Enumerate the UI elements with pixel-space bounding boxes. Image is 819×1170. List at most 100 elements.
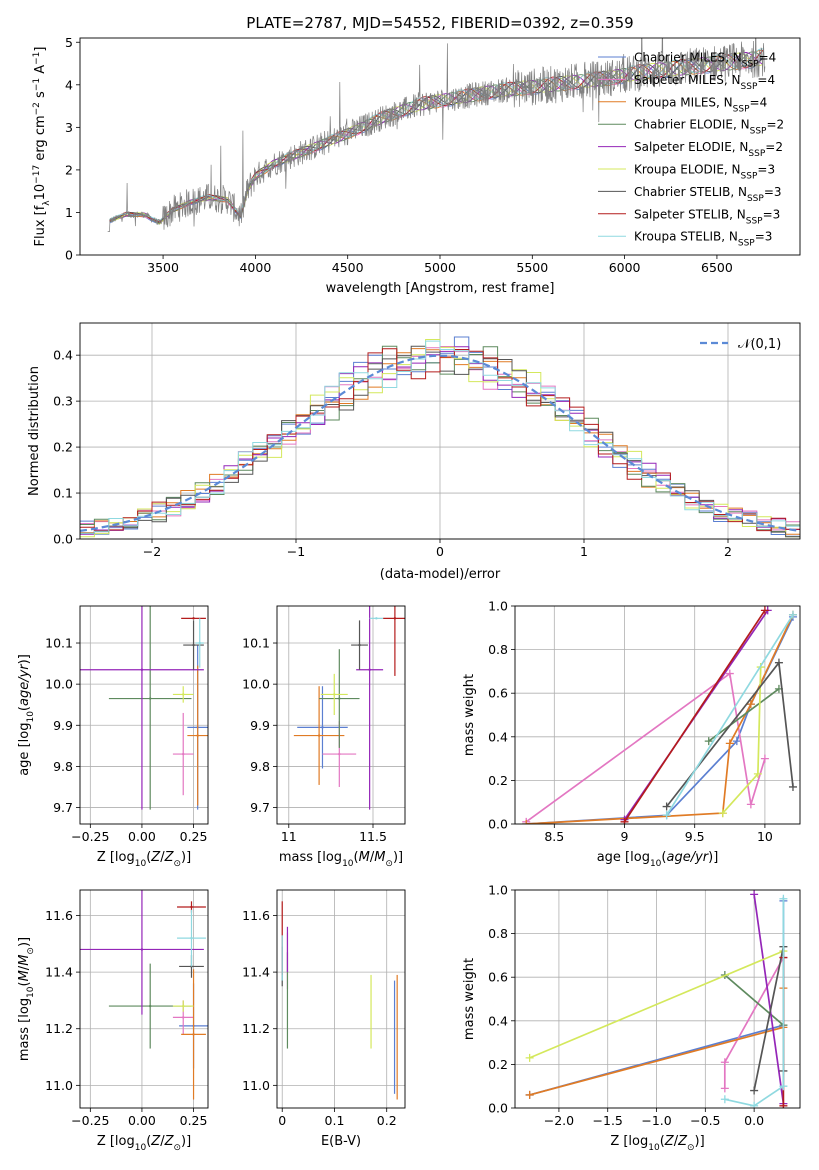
weight-marker <box>718 809 727 818</box>
axes-frame <box>276 889 406 1109</box>
plot-area <box>80 336 800 538</box>
weight-marker <box>788 610 797 619</box>
weight-marker <box>779 1082 788 1091</box>
data-point <box>196 734 199 737</box>
weight-marker <box>753 769 762 778</box>
y-tick-label: 0.2 <box>488 773 508 788</box>
data-point <box>140 668 144 671</box>
legend-label: Chabrier MILES, NSSP=4 <box>634 51 776 70</box>
spectrum-panel: 3500 4000 4500 5000 5500 6000 6500 0 1 2 3 4 5 wavele… <box>32 35 801 296</box>
y-tick-label: 3 <box>65 120 73 135</box>
x-tick-label: 11 <box>281 829 297 844</box>
y-tick-label: 0.1 <box>53 486 73 501</box>
y-axis-label: age [log10(age/yr)] <box>17 654 36 776</box>
data-point <box>190 905 193 909</box>
x-tick-label: 5000 <box>424 260 456 275</box>
y-tick-label: 0.8 <box>488 642 508 657</box>
weight-marker <box>788 782 797 791</box>
data-point <box>182 693 185 696</box>
weight-marker <box>662 802 671 811</box>
x-tick-label: 4500 <box>332 260 364 275</box>
legend-label: 𝒩(0,1) <box>738 337 781 352</box>
x-tick-label: 8.5 <box>544 829 564 844</box>
weight-vs-metallicity-panel: −2.0 −1.5 −1.0 −0.5 0.0 0.0 0.2 0.4 0.6 0.8 1.0 Z [… <box>462 883 801 1153</box>
axes-frame <box>79 605 209 825</box>
mass-vs-ebv-panel: 0 0.1 0.2 11.0 11.2 11.4 11.6 E(B-V) <box>242 889 406 1149</box>
x-tick-label: 10 <box>757 829 773 844</box>
data-point <box>198 641 201 645</box>
y-tick-label: 1.0 <box>488 883 508 898</box>
y-tick-label: 11.0 <box>45 1078 73 1093</box>
x-tick-label: 0.25 <box>180 1113 208 1128</box>
weight-marker <box>725 739 734 748</box>
y-tick-label: 9.8 <box>250 759 270 774</box>
y-tick-label: 11.6 <box>242 908 270 923</box>
x-tick-label: −1.5 <box>593 1113 623 1128</box>
weight-marker <box>760 754 769 763</box>
y-tick-label: 4 <box>65 77 73 92</box>
data-point <box>182 1016 185 1019</box>
weight-marker <box>750 1086 759 1095</box>
x-tick-label: −0.25 <box>71 1113 109 1128</box>
weight-marker <box>720 1084 729 1093</box>
data-point <box>338 697 341 700</box>
y-tick-label: 11.6 <box>45 908 73 923</box>
weight-marker <box>720 1095 729 1104</box>
weight-marker <box>750 1101 759 1108</box>
data-point <box>333 693 336 696</box>
x-tick-label: 9.5 <box>685 829 705 844</box>
y-tick-label: 2 <box>65 162 73 177</box>
y-tick-label: 0.0 <box>488 1101 508 1116</box>
y-tick-label: 9.7 <box>250 800 270 815</box>
weight-marker <box>720 1058 729 1067</box>
y-tick-label: 0.4 <box>488 729 508 744</box>
data-point <box>182 1004 185 1008</box>
plot-area <box>281 901 398 1100</box>
weight-series-line <box>525 672 766 823</box>
weight-marker <box>760 606 769 615</box>
axes-frame <box>79 889 209 1109</box>
y-tick-label: 11.4 <box>45 965 73 980</box>
y-tick-label: 10.0 <box>242 677 270 692</box>
y-axis-label: mass [log10(M/M⊙)] <box>17 937 36 1061</box>
x-tick-label: 0.25 <box>180 829 208 844</box>
x-tick-label: 0.00 <box>128 829 156 844</box>
legend-label: Salpeter MILES, NSSP=4 <box>634 73 775 92</box>
mass-vs-metallicity-panel: −0.25 0.00 0.25 11.0 11.2 11.4 11.6 Z [log10(Z/… <box>17 889 209 1153</box>
y-tick-label: 0.8 <box>488 926 508 941</box>
y-axis-label: mass weight <box>462 674 477 756</box>
x-axis-label: (data-model)/error <box>380 567 501 582</box>
y-axis-label: Flux [fλ10−17 erg cm−2 s−1 A−1] <box>32 47 52 247</box>
y-tick-label: 11.2 <box>45 1021 73 1036</box>
data-point <box>190 936 193 940</box>
y-tick-label: 9.9 <box>53 718 73 733</box>
y-tick-label: 0.6 <box>488 970 508 985</box>
x-tick-label: −2.0 <box>544 1113 574 1128</box>
figure-title: PLATE=2787, MJD=54552, FIBERID=0392, z=0… <box>246 14 633 32</box>
y-tick-label: 11.0 <box>242 1078 270 1093</box>
data-point <box>317 734 321 737</box>
y-tick-label: 1 <box>65 205 73 220</box>
weight-marker <box>525 1090 534 1099</box>
data-point <box>140 948 144 951</box>
data-spectrum-line <box>107 38 766 232</box>
x-tick-label: 0.2 <box>377 1113 397 1128</box>
weight-marker <box>774 658 783 667</box>
weight-series-line <box>665 614 794 816</box>
axes-frame <box>514 605 801 825</box>
x-tick-label: 6500 <box>701 260 733 275</box>
x-tick-label: −0.25 <box>71 829 109 844</box>
y-tick-label: 0.4 <box>488 1013 508 1028</box>
y-axis-label: Normed distribution <box>27 366 42 496</box>
x-tick-label: 1 <box>580 544 588 559</box>
y-tick-label: 11.2 <box>242 1021 270 1036</box>
y-tick-label: 11.4 <box>242 965 270 980</box>
x-axis-label: mass [log10(M/M⊙)] <box>279 850 403 869</box>
y-tick-label: 0.2 <box>53 440 73 455</box>
plot-area <box>522 606 797 824</box>
y-tick-label: 0.0 <box>53 532 73 547</box>
x-tick-label: 0.00 <box>128 1113 156 1128</box>
data-point <box>393 617 397 620</box>
weight-marker <box>779 894 788 903</box>
y-axis-label: mass weight <box>462 958 477 1040</box>
